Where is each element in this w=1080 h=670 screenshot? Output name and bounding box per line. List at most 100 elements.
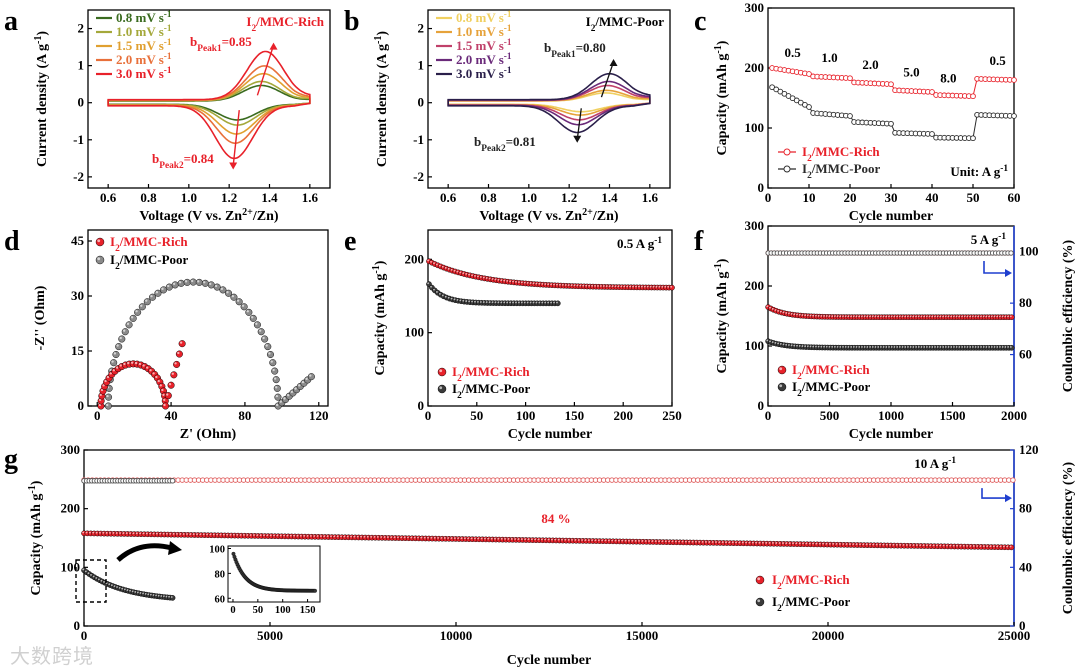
- arrowhead-up-a: [269, 42, 278, 50]
- rate-point-0: [847, 75, 853, 82]
- eis-point-1: [245, 308, 253, 316]
- rate-label-0: 0.5: [784, 45, 801, 60]
- eis-point-1: [183, 278, 191, 286]
- annotation-bpeak1-b: bPeak1=0.80: [544, 40, 606, 60]
- panel-g-y2tick-label: 120: [1019, 442, 1039, 457]
- legend-label-b-0: 0.8 mV s-1: [456, 10, 512, 25]
- cycle-point-f-0: [1008, 314, 1015, 321]
- eis-point-1: [253, 321, 261, 329]
- legend-label-a-3: 2.0 mV s-1: [116, 52, 172, 67]
- eis-point-1: [274, 393, 282, 401]
- panel-label-d: d: [4, 226, 20, 257]
- arrow-up-b: [600, 61, 615, 98]
- panel-c-ylabel: Capacity (mAh g-1): [713, 40, 731, 155]
- eis-point-1: [213, 283, 221, 291]
- eis-point-1: [261, 335, 269, 343]
- panel-d-xlabel: Z' (Ohm): [180, 427, 237, 442]
- eis-point-1: [138, 303, 146, 311]
- panel-f-ytick-label: 200: [745, 278, 765, 293]
- legend-label-f-1: I2/MMC-Poor: [792, 379, 871, 399]
- eis-point-1: [189, 278, 197, 286]
- panel-a-ytick-label: -2: [73, 169, 84, 184]
- rate-point-1: [806, 104, 812, 110]
- rate-point-1: [888, 120, 894, 127]
- inset-ytick-label: 80: [215, 569, 226, 580]
- legend-label-a-2: 1.5 mV s-1: [116, 38, 172, 53]
- panel-d-xtick-label: 80: [238, 408, 251, 423]
- eis-point-1: [134, 308, 142, 316]
- eis-point-1: [112, 350, 120, 359]
- panel-a-ylabel: Current density (A g-1): [33, 31, 51, 167]
- panel-d-ytick-label: 15: [71, 343, 85, 358]
- legend-label-g-0: I2/MMC-Rich: [772, 572, 850, 592]
- eis-point-1: [269, 359, 277, 367]
- cycle-point-e-1: [554, 300, 561, 307]
- watermark-text: 大数跨境: [10, 644, 94, 668]
- panel-e-ytick-label: 100: [405, 325, 425, 340]
- eis-point-1: [149, 293, 157, 301]
- panel-c-ytick-label: 0: [758, 180, 765, 195]
- annotation-bpeak1-a: bPeak1=0.85: [190, 34, 252, 54]
- panel-g-xtick-label: 0: [81, 628, 88, 643]
- legend-marker-f-1: [777, 382, 787, 392]
- panel-a-frame: [87, 9, 331, 189]
- panel-a-xtick-label: 1.0: [181, 190, 197, 205]
- cycle-point-g-1: [169, 595, 176, 601]
- panel-a-ytick-label: -1: [73, 132, 84, 147]
- panel-label-f: f: [694, 226, 704, 257]
- panel-g-xtick-label: 5000: [257, 628, 283, 643]
- panel-d-ytick-label: 45: [71, 233, 85, 248]
- ce-arrow-f: [983, 261, 1008, 274]
- panel-f-ytick-label: 300: [745, 218, 765, 233]
- panel-a-xtick-label: 1.4: [261, 190, 278, 205]
- panel-a-xtick-label: 0.6: [100, 190, 117, 205]
- eis-tail-point-0: [173, 360, 181, 368]
- panel-c-xlabel: Cycle number: [849, 209, 933, 224]
- legend-label-a-0: 0.8 mV s-1: [116, 10, 172, 25]
- panel-b-title: I2/MMC-Poor: [586, 14, 665, 34]
- panel-c-xtick-label: 60: [1008, 190, 1021, 205]
- panel-b-frame: [427, 9, 671, 189]
- panel-c-ytick-label: 200: [745, 60, 765, 75]
- zoom-region-box: [75, 559, 107, 603]
- eis-tail-point-0: [178, 340, 186, 348]
- panel-e-ylabel: Capacity (mAh g-1): [371, 260, 389, 375]
- panel-f-xtick-label: 2000: [1001, 408, 1027, 423]
- eis-point-1: [230, 293, 238, 301]
- inset-ytick-label: 100: [209, 544, 225, 555]
- inset-point: [313, 588, 317, 593]
- rate-point-0: [970, 93, 976, 100]
- arrow-down-b: [576, 108, 582, 140]
- ce-point-f-1: [1008, 250, 1014, 256]
- eis-tail-point-0: [164, 392, 172, 400]
- panel-e-xtick-label: 0: [425, 408, 432, 423]
- eis-point-1: [224, 289, 233, 297]
- panel-e-ytick-label: 200: [405, 251, 425, 266]
- eis-point-1: [271, 367, 279, 375]
- panel-g-xlabel: Cycle number: [507, 653, 591, 668]
- panel-b-xtick-label: 1.4: [601, 190, 618, 205]
- arrowhead-down-a: [229, 162, 238, 170]
- legend-label-b-4: 3.0 mV s-1: [456, 66, 512, 81]
- panel-f-xtick-label: 500: [820, 408, 840, 423]
- panel-b-ytick-label: 1: [418, 58, 425, 73]
- eis-point-1: [118, 335, 126, 343]
- rate-point-1: [929, 131, 935, 137]
- panel-f-ylabel: Capacity (mAh g-1): [713, 258, 731, 373]
- legend-marker-c-0: [783, 148, 791, 156]
- eis-point-1: [104, 393, 113, 401]
- panel-c-xtick-label: 0: [765, 190, 772, 205]
- panel-b-ytick-label: -1: [413, 132, 424, 147]
- panel-b-xtick-label: 1.0: [521, 190, 537, 205]
- eis-point-1: [272, 376, 280, 384]
- arrowhead-down-b: [573, 135, 582, 143]
- legend-label-b-1: 1.0 mV s-1: [456, 24, 512, 39]
- eis-tail-point-0: [170, 371, 178, 379]
- panel-b-ytick-label: 0: [418, 95, 425, 110]
- panel-e-xlabel: Cycle number: [508, 427, 592, 442]
- panel-f-xtick-label: 1000: [878, 408, 904, 423]
- panel-a-xlabel: Voltage (V vs. Zn2+/Zn): [139, 207, 278, 225]
- panel-g-xtick-label: 25000: [998, 628, 1031, 643]
- arrowhead-up-b: [609, 58, 618, 66]
